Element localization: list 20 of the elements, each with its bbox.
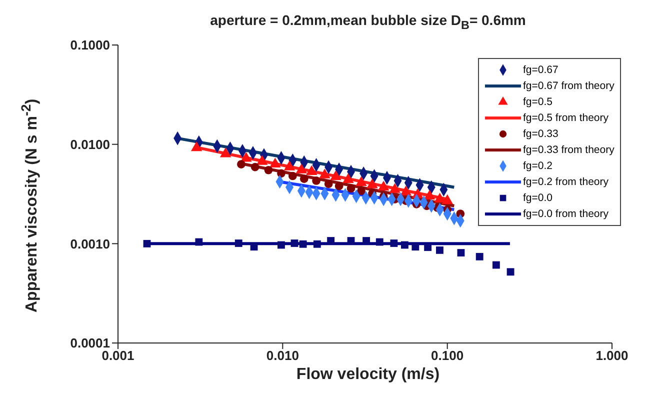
y-tick-label: 0.0001 xyxy=(70,336,110,351)
legend-label: fg=0.0 from theory xyxy=(523,208,609,220)
y-tick-label: 0.1000 xyxy=(70,38,110,53)
legend-label: fg=0.5 from theory xyxy=(523,112,609,124)
legend-label: fg=0.5 xyxy=(523,96,552,108)
y-tick-label: 0.0100 xyxy=(70,136,110,152)
x-tick-label: 0.100 xyxy=(431,348,464,364)
legend-label: fg=0.67 from theory xyxy=(523,80,614,92)
legend-label: fg=0.0 xyxy=(523,192,552,204)
legend-label: fg=0.2 xyxy=(523,160,552,172)
y-tick-label: 0.0010 xyxy=(70,236,110,252)
x-tick-label: 0.010 xyxy=(266,348,299,364)
x-tick-label: 0.001 xyxy=(102,348,134,364)
legend-label: fg=0.2 from theory xyxy=(523,176,609,188)
chart-title: aperture = 0.2mm,mean bubble size D$_{B}$= 0.6mm xyxy=(209,12,527,32)
x-axis-title: Flow velocity (m/s) xyxy=(295,366,441,384)
legend-label: fg=0.33 from theory xyxy=(523,144,614,156)
legend-label: fg=0.33 xyxy=(523,128,558,140)
x-tick-label: 1.000 xyxy=(596,348,628,364)
legend-label: fg=0.67 xyxy=(523,64,558,76)
